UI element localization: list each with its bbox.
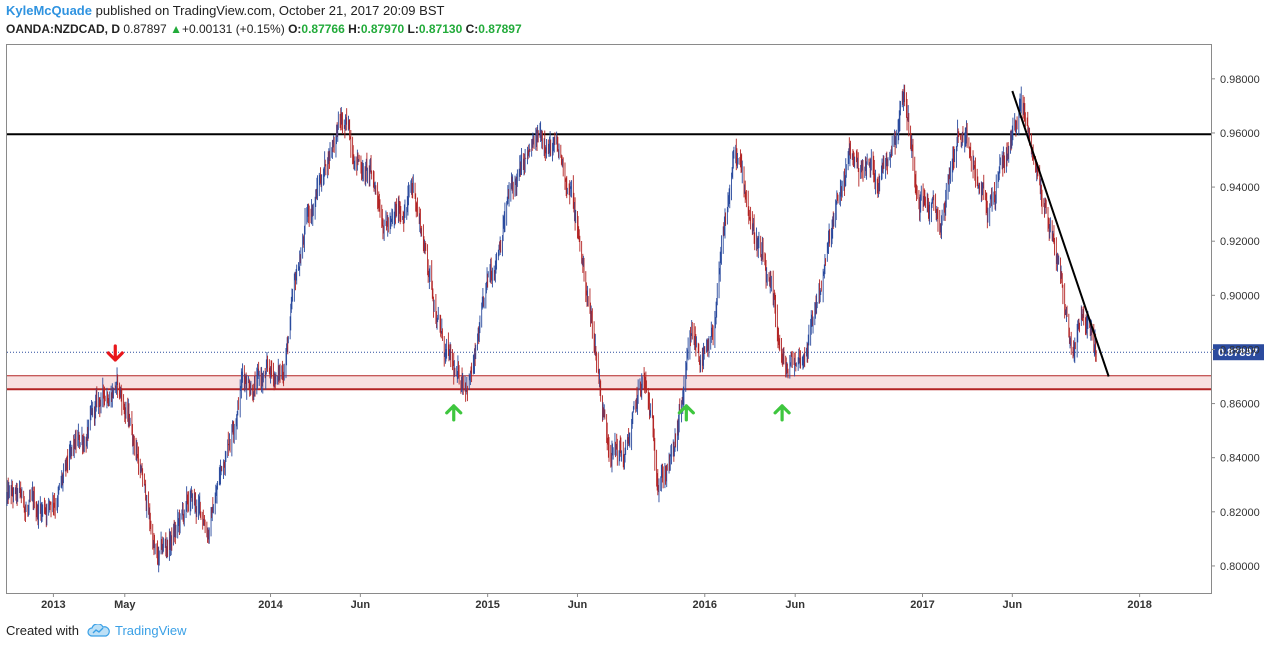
up-arrow-icon [773, 404, 791, 422]
publication-line: KyleMcQuade published on TradingView.com… [6, 3, 444, 19]
x-tick-label: Jun [351, 599, 371, 611]
x-tick-label: 2014 [258, 599, 283, 611]
x-tick-label: 2018 [1127, 599, 1151, 611]
high-value: 0.87970 [360, 22, 405, 36]
open-value: 0.87766 [301, 22, 345, 36]
change-text: +0.00131 (+0.15%) [181, 22, 285, 36]
last-price-label: 0.87897 [1218, 347, 1258, 359]
x-tick-label: 2013 [41, 599, 65, 611]
y-tick-label: 0.94000 [1220, 182, 1260, 194]
symbol-info-line: OANDA:NZDCAD, D 0.87897 ▲+0.00131 (+0.15… [6, 21, 522, 37]
low-value: 0.87130 [418, 22, 463, 36]
x-tick-label: May [114, 599, 136, 611]
published-text: published on TradingView.com, October 21… [95, 3, 445, 18]
tradingview-brand-link[interactable]: TradingView [114, 623, 187, 638]
y-tick-label: 0.92000 [1220, 236, 1260, 248]
tradingview-cloud-icon [87, 624, 110, 637]
down-arrow-icon [106, 344, 124, 362]
high-label: H: [348, 22, 361, 36]
x-tick-label: 2015 [475, 599, 499, 611]
x-tick-label: 2017 [910, 599, 934, 611]
low-label: L: [407, 22, 419, 36]
footer: Created with TradingView [6, 622, 187, 640]
y-tick-label: 0.84000 [1220, 453, 1260, 465]
x-tick-label: Jun [568, 599, 588, 611]
support-zone [7, 375, 1211, 390]
symbol-label: OANDA:NZDCAD, D [6, 22, 120, 36]
x-tick-label: Jun [1003, 599, 1023, 611]
trendline [1011, 90, 1110, 377]
author-link[interactable]: KyleMcQuade [6, 3, 92, 18]
price-chart[interactable]: 0.87897 0.80000 0.82000 0.84000 0.86000 0.88… [0, 0, 1270, 620]
last-price-text: 0.87897 [123, 22, 167, 36]
y-tick-label: 0.82000 [1220, 507, 1260, 519]
y-tick-label: 0.98000 [1220, 74, 1260, 86]
last-price-badge [1213, 344, 1264, 361]
up-arrow-icon [677, 404, 695, 422]
open-label: O: [288, 22, 302, 36]
plot-area [6, 44, 1212, 594]
close-value: 0.87897 [478, 22, 522, 36]
y-tick-label: 0.90000 [1220, 290, 1260, 302]
y-tick-label: 0.96000 [1220, 128, 1260, 140]
y-tick-label: 0.86000 [1220, 399, 1260, 411]
x-tick-label: 2016 [693, 599, 717, 611]
x-tick-label: Jun [785, 599, 805, 611]
close-label: C: [465, 22, 479, 36]
created-with-label: Created with [6, 623, 79, 638]
y-tick-label: 0.80000 [1220, 561, 1260, 573]
triangle-up-icon: ▲ [170, 22, 182, 36]
y-tick-label: 0.88000 [1220, 344, 1260, 356]
up-arrow-icon [445, 404, 463, 422]
